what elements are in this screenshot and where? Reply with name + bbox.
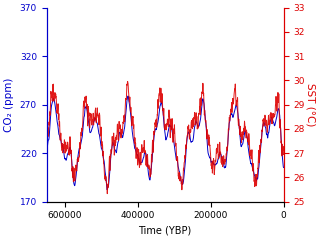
Y-axis label: SST (°C): SST (°C) [306, 83, 316, 126]
X-axis label: Time (YBP): Time (YBP) [139, 226, 192, 236]
Y-axis label: CO₂ (ppm): CO₂ (ppm) [4, 78, 14, 132]
